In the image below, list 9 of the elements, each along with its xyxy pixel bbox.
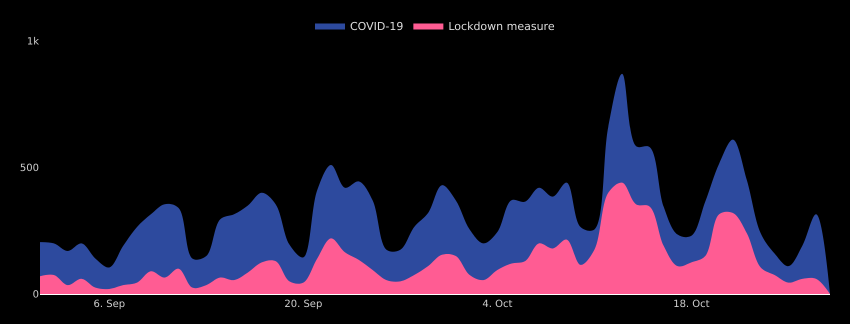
x-tick-label: 6. Sep [94, 299, 126, 310]
x-tick-label: 20. Sep [284, 299, 322, 310]
y-tick-label: 1k [26, 36, 40, 48]
x-tick-label: 18. Oct [673, 299, 710, 310]
x-tick-label: 4. Oct [482, 299, 512, 310]
y-tick-label: 0 [32, 290, 39, 300]
legend-label: COVID-19 [350, 20, 404, 33]
y-tick-label: 500 [20, 163, 39, 174]
legend-label: Lockdown measure [448, 20, 555, 33]
